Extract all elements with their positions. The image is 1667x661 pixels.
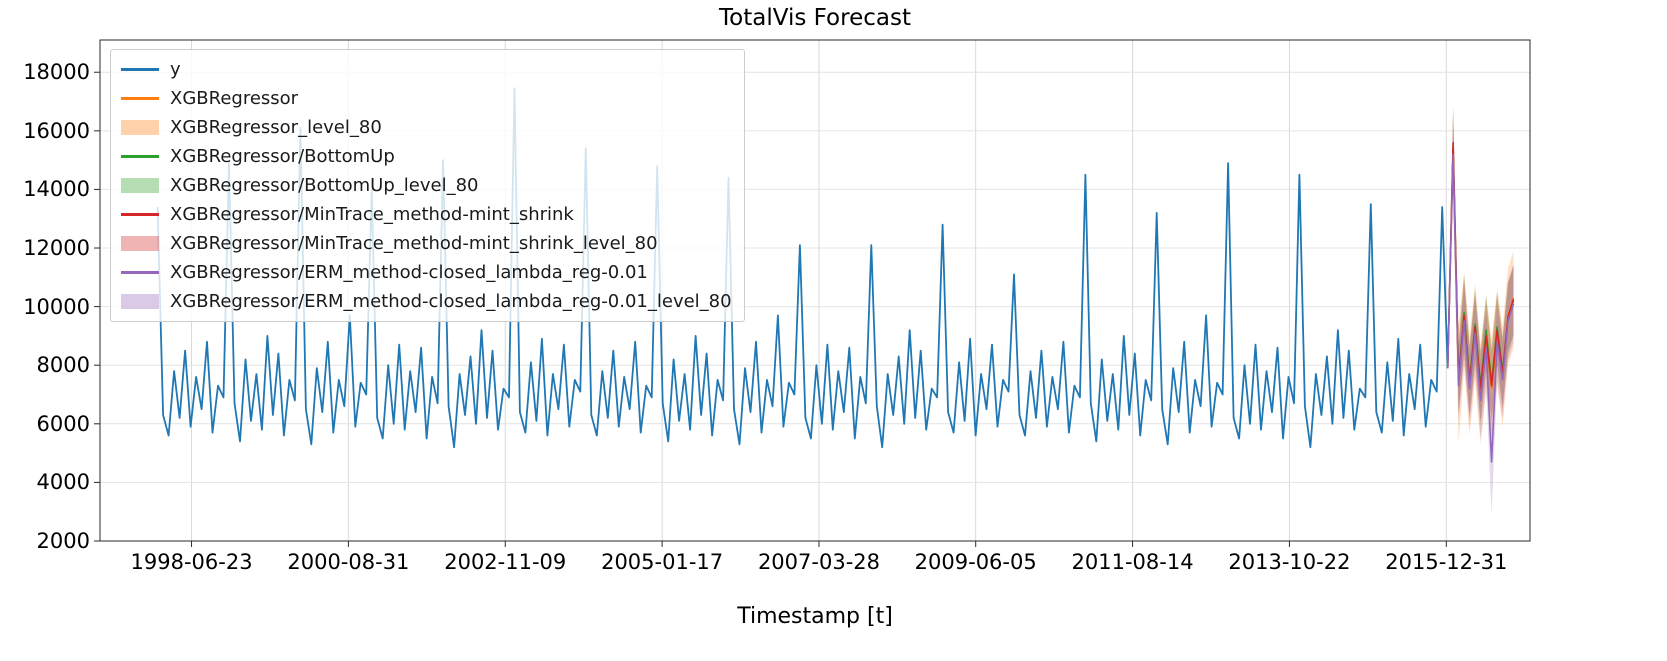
- y-tick-label: 6000: [36, 411, 90, 436]
- legend-entry: XGBRegressor/MinTrace_method-mint_shrink: [121, 200, 732, 229]
- legend-label: XGBRegressor/ERM_method-closed_lambda_re…: [170, 291, 732, 312]
- legend-label: y: [170, 59, 181, 80]
- x-tick-label: 2007-03-28: [757, 550, 880, 574]
- x-tick-label: 2005-01-17: [601, 550, 724, 574]
- legend-entry: XGBRegressor_level_80: [121, 113, 732, 142]
- x-tick-label: 2000-08-31: [287, 550, 410, 574]
- legend-label: XGBRegressor_level_80: [170, 117, 382, 138]
- x-tick-label: 2013-10-22: [1228, 550, 1351, 574]
- legend-line-swatch: [121, 68, 159, 71]
- y-tick-label: 14000: [23, 177, 90, 202]
- x-tick-label: 2002-11-09: [444, 550, 567, 574]
- legend-entry: y: [121, 55, 732, 84]
- axes-border: [99, 39, 1531, 542]
- x-tick-label: 2015-12-31: [1385, 550, 1508, 574]
- legend-label: XGBRegressor/ERM_method-closed_lambda_re…: [170, 262, 648, 283]
- legend-line-swatch: [121, 155, 159, 158]
- y-tick-label: 16000: [23, 118, 90, 143]
- x-tick-label: 1998-06-23: [130, 550, 253, 574]
- legend-label: XGBRegressor/BottomUp: [170, 146, 395, 167]
- legend-label: XGBRegressor/MinTrace_method-mint_shrink…: [170, 233, 658, 254]
- legend-line-swatch: [121, 213, 159, 216]
- legend-band-swatch: [121, 236, 159, 251]
- legend: y XGBRegressor XGBRegressor_level_80 XGBReg…: [110, 49, 745, 322]
- legend-entry: XGBRegressor/BottomUp_level_80: [121, 171, 732, 200]
- legend-entry: XGBRegressor/BottomUp: [121, 142, 732, 171]
- y-tick-label: 12000: [23, 236, 90, 261]
- series-line-XGBRegressor/ERM_method-closed_lambda_reg-0.01: [1446, 153, 1515, 463]
- legend-entry: XGBRegressor: [121, 84, 732, 113]
- legend-entry: XGBRegressor/ERM_method-closed_lambda_re…: [121, 287, 732, 316]
- y-tick-label: 18000: [23, 60, 90, 85]
- y-tick-label: 2000: [36, 529, 90, 553]
- legend-entry: XGBRegressor/ERM_method-closed_lambda_re…: [121, 258, 732, 287]
- legend-line-swatch: [121, 271, 159, 274]
- x-tick-label: 2011-08-14: [1071, 550, 1194, 574]
- band-XGBRegressor/ERM_method-closed_lambda_reg-0.01: [1447, 116, 1514, 515]
- legend-band-swatch: [121, 120, 159, 135]
- legend-band-swatch: [121, 294, 159, 309]
- chart-title: TotalVis Forecast: [719, 5, 911, 31]
- x-tick-label: 2009-06-05: [914, 550, 1037, 574]
- y-tick-label: 8000: [36, 353, 90, 378]
- legend-label: XGBRegressor/MinTrace_method-mint_shrink: [170, 204, 574, 225]
- legend-line-swatch: [121, 97, 159, 100]
- legend-label: XGBRegressor: [170, 88, 299, 109]
- x-axis-label: Timestamp [t]: [737, 604, 893, 629]
- y-tick-label: 4000: [36, 470, 90, 495]
- legend-entry: XGBRegressor/MinTrace_method-mint_shrink…: [121, 229, 732, 258]
- y-tick-label: 10000: [23, 294, 90, 319]
- legend-label: XGBRegressor/BottomUp_level_80: [170, 175, 479, 196]
- legend-band-swatch: [121, 178, 159, 193]
